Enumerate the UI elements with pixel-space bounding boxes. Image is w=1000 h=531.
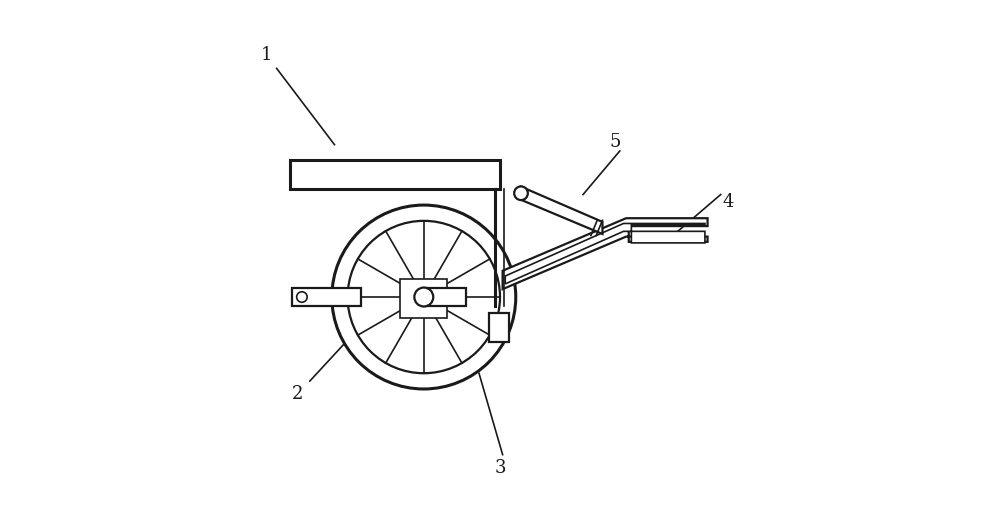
Bar — [400, 279, 447, 318]
Polygon shape — [521, 187, 602, 234]
Bar — [292, 288, 361, 306]
Bar — [290, 160, 500, 190]
Bar — [424, 288, 466, 306]
Circle shape — [332, 205, 516, 389]
Circle shape — [514, 186, 528, 200]
Circle shape — [297, 292, 307, 302]
Circle shape — [414, 288, 433, 306]
Text: 3: 3 — [494, 459, 506, 477]
Text: 4: 4 — [723, 193, 734, 211]
Text: 5: 5 — [610, 133, 621, 151]
Circle shape — [348, 221, 500, 373]
Text: 2: 2 — [292, 385, 303, 403]
Polygon shape — [503, 218, 708, 289]
Bar — [489, 313, 509, 341]
Text: 1: 1 — [260, 46, 272, 64]
Polygon shape — [505, 224, 705, 284]
